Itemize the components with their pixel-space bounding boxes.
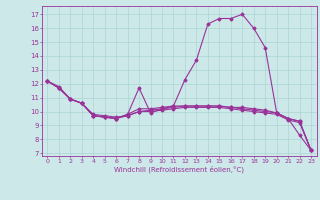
X-axis label: Windchill (Refroidissement éolien,°C): Windchill (Refroidissement éolien,°C) bbox=[114, 166, 244, 173]
